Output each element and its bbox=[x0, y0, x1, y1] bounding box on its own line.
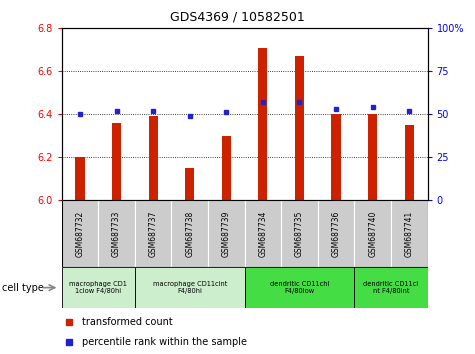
Bar bbox=[332, 114, 341, 200]
Text: GSM687734: GSM687734 bbox=[258, 210, 267, 257]
Bar bbox=[185, 168, 194, 200]
Text: GDS4369 / 10582501: GDS4369 / 10582501 bbox=[170, 11, 305, 24]
Bar bbox=[62, 200, 98, 267]
Bar bbox=[112, 123, 121, 200]
Text: GSM687737: GSM687737 bbox=[149, 210, 158, 257]
Text: percentile rank within the sample: percentile rank within the sample bbox=[82, 337, 247, 347]
Text: transformed count: transformed count bbox=[82, 317, 172, 327]
Text: GSM687735: GSM687735 bbox=[295, 210, 304, 257]
Bar bbox=[135, 200, 171, 267]
Bar bbox=[245, 200, 281, 267]
Bar bbox=[295, 56, 304, 200]
Bar bbox=[354, 200, 391, 267]
Text: GSM687740: GSM687740 bbox=[368, 210, 377, 257]
Text: GSM687733: GSM687733 bbox=[112, 210, 121, 257]
Bar bbox=[354, 267, 428, 308]
Text: GSM687736: GSM687736 bbox=[332, 210, 341, 257]
Bar bbox=[208, 200, 245, 267]
Text: macrophage CD11cint
F4/80hi: macrophage CD11cint F4/80hi bbox=[152, 281, 227, 294]
Bar bbox=[281, 200, 318, 267]
Text: GSM687738: GSM687738 bbox=[185, 211, 194, 257]
Bar bbox=[258, 48, 267, 200]
Text: GSM687739: GSM687739 bbox=[222, 210, 231, 257]
Bar bbox=[318, 200, 354, 267]
Bar bbox=[171, 200, 208, 267]
Text: GSM687732: GSM687732 bbox=[76, 211, 85, 257]
Bar bbox=[149, 116, 158, 200]
Text: GSM687741: GSM687741 bbox=[405, 211, 414, 257]
Text: dendritic CD11ci
nt F4/80int: dendritic CD11ci nt F4/80int bbox=[363, 281, 418, 294]
Bar bbox=[62, 267, 135, 308]
Bar bbox=[391, 200, 428, 267]
Bar bbox=[222, 136, 231, 200]
Bar bbox=[76, 157, 85, 200]
Bar bbox=[405, 125, 414, 200]
Bar bbox=[135, 267, 245, 308]
Text: cell type: cell type bbox=[2, 282, 44, 293]
Bar bbox=[245, 267, 354, 308]
Bar bbox=[368, 114, 377, 200]
Text: dendritic CD11chi
F4/80low: dendritic CD11chi F4/80low bbox=[270, 281, 329, 294]
Bar bbox=[98, 200, 135, 267]
Text: macrophage CD1
1clow F4/80hi: macrophage CD1 1clow F4/80hi bbox=[69, 281, 127, 294]
